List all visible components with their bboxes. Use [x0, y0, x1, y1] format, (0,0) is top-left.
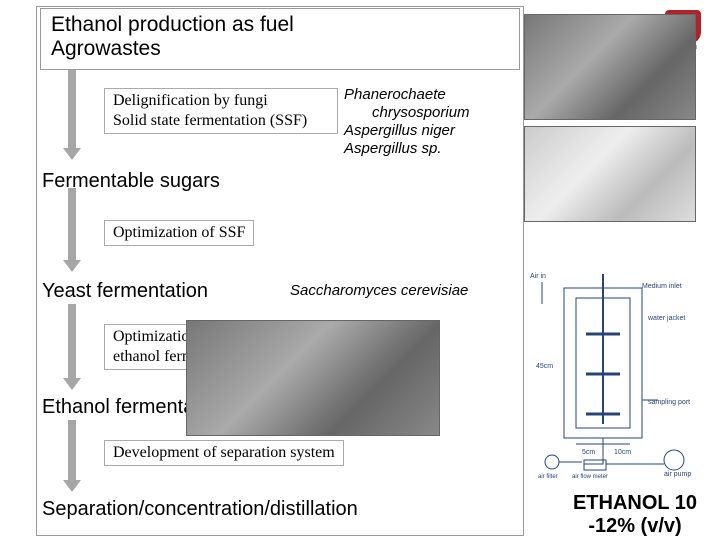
stage-separation: Separation/concentration/distillation: [42, 498, 358, 521]
stage-yeast-fermentation: Yeast fermentation: [42, 280, 208, 303]
svg-text:air filter: air filter: [538, 474, 558, 478]
svg-text:10cm: 10cm: [614, 449, 631, 456]
organisms-fungi: Phanerochaete chrysosporium Aspergillus …: [344, 86, 470, 158]
svg-text:45cm: 45cm: [536, 363, 553, 370]
box-optimization-ssf: Optimization of SSF: [104, 220, 254, 246]
box-line: Solid state fermentation (SSF): [113, 111, 329, 131]
arrow-down-icon: [66, 188, 78, 272]
final-line-1: ETHANOL 10: [556, 492, 714, 515]
organism-line: chrysosporium: [344, 104, 470, 122]
organism-line: Aspergillus sp.: [344, 140, 470, 158]
final-output: ETHANOL 10 -12% (v/v): [556, 492, 714, 538]
svg-text:air flow meter: air flow meter: [572, 474, 608, 478]
title-line-2: Agrowastes: [51, 37, 509, 61]
svg-text:5cm: 5cm: [582, 449, 595, 456]
svg-text:Medium inlet: Medium inlet: [642, 283, 682, 290]
box-line: Development of separation system: [113, 444, 335, 461]
bioreactor-diagram: Air in Medium inlet water jacket 45cm 5c…: [524, 264, 696, 478]
organism-line: Phanerochaete: [344, 86, 470, 104]
title-box: Ethanol production as fuel Agrowastes: [40, 8, 520, 70]
arrow-down-icon: [66, 70, 78, 160]
fungi-sem-image-2: [524, 126, 696, 222]
svg-text:water jacket: water jacket: [647, 315, 685, 322]
svg-text:Air in: Air in: [530, 273, 546, 280]
fungi-sem-image-1: [524, 14, 696, 120]
box-delignification: Delignification by fungi Solid state fer…: [104, 88, 338, 134]
organism-line: Aspergillus niger: [344, 122, 470, 140]
organisms-yeast: Saccharomyces cerevisiae: [290, 282, 468, 300]
yeast-sem-image: [186, 320, 440, 436]
final-line-2: -12% (v/v): [556, 515, 714, 538]
arrow-down-icon: [66, 304, 78, 390]
box-separation: Development of separation system: [104, 440, 344, 466]
box-line: Optimization of SSF: [113, 224, 245, 241]
box-line: Delignification by fungi: [113, 91, 329, 111]
svg-text:air pump: air pump: [664, 471, 691, 478]
stage-fermentable-sugars: Fermentable sugars: [42, 170, 220, 193]
title-line-1: Ethanol production as fuel: [51, 13, 509, 37]
reactor-svg-icon: Air in Medium inlet water jacket 45cm 5c…: [524, 264, 696, 478]
arrow-down-icon: [66, 420, 78, 492]
